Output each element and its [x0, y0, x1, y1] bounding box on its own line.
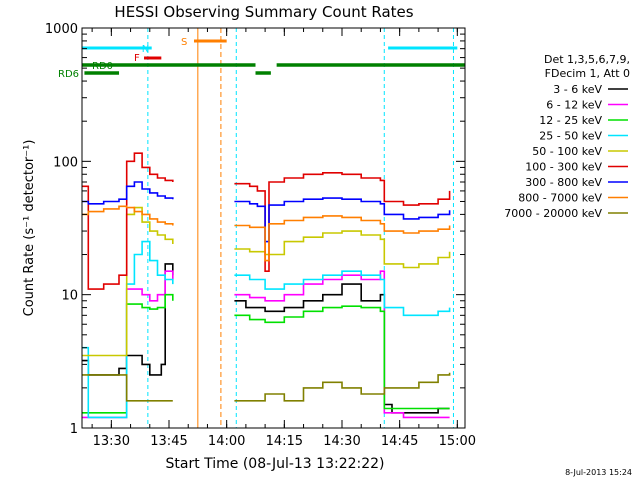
x-tick-label: 15:00	[439, 434, 476, 449]
plot-frame	[81, 27, 466, 429]
series-line-7	[82, 205, 451, 262]
x-tick-label: 13:30	[93, 434, 130, 449]
x-tick-label: 14:45	[381, 434, 418, 449]
legend-label-7: 800 - 7000 keV	[518, 192, 602, 205]
y-tick-label: 1000	[45, 22, 78, 37]
footer-date: 8-Jul-2013 15:24	[565, 468, 632, 477]
x-axis: 13:30 13:45 14:00 14:15 14:30 14:45 15:00	[91, 28, 476, 449]
flag-label-n: N	[142, 44, 149, 55]
y-axis: 1 10 100 1000	[45, 22, 465, 437]
series-line-3	[82, 240, 451, 419]
flag-label-rd6: RD6	[58, 69, 79, 80]
x-axis-label: Start Time (08-Jul-13 13:22:22)	[165, 456, 384, 472]
legend-label-0: 3 - 6 keV	[553, 83, 602, 96]
legend-label-1: 6 - 12 keV	[546, 99, 602, 112]
x-tick-label: 13:45	[150, 434, 187, 449]
y-tick-label: 1	[70, 422, 78, 437]
legend: Det 1,3,5,6,7,9, FDecim 1, Att 0 3 - 6 k…	[504, 53, 630, 220]
flag-label-s: S	[181, 37, 187, 48]
legend-label-5: 100 - 300 keV	[525, 161, 602, 174]
y-tick-label: 100	[53, 155, 78, 170]
legend-label-2: 12 - 25 keV	[539, 114, 602, 127]
legend-header-line-1: Det 1,3,5,6,7,9,	[544, 53, 630, 66]
chart-title: HESSI Observing Summary Count Rates	[114, 3, 413, 21]
legend-label-4: 50 - 100 keV	[532, 145, 602, 158]
x-tick-label: 14:30	[323, 434, 360, 449]
series-layer	[82, 152, 451, 419]
x-tick-label: 14:15	[266, 434, 303, 449]
flag-label-f: F	[134, 53, 140, 64]
x-tick-label: 14:00	[208, 434, 245, 449]
y-tick-label: 10	[61, 289, 78, 304]
legend-label-8: 7000 - 20000 keV	[504, 207, 602, 220]
y-axis-label: Count Rate (s⁻¹ detector⁻¹)	[22, 140, 37, 317]
legend-label-6: 300 - 800 keV	[525, 176, 602, 189]
flag-label-rd0: RD0	[92, 61, 113, 72]
legend-header-line-2: FDecim 1, Att 0	[545, 67, 630, 80]
legend-label-3: 25 - 50 keV	[539, 130, 602, 143]
series-line-8	[82, 372, 451, 402]
series-line-6	[82, 181, 451, 243]
series-line-5	[82, 152, 451, 290]
flags-layer: RD0 RD6 NF S	[58, 37, 465, 80]
